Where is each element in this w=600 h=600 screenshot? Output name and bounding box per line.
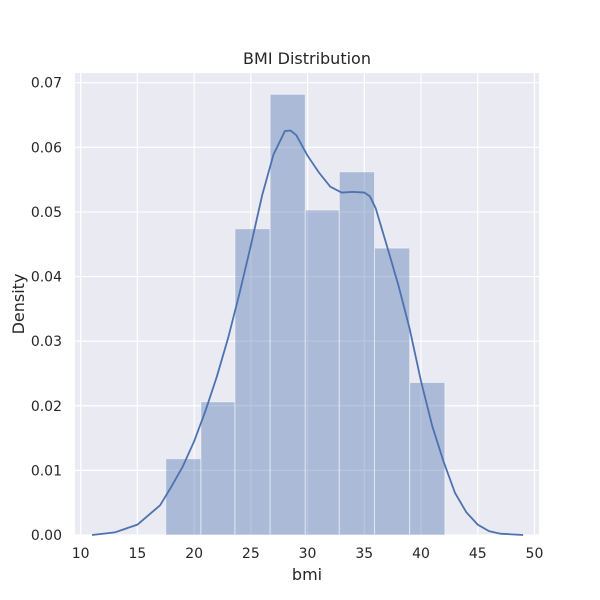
- x-tick-label: 40: [412, 546, 430, 562]
- x-tick-label: 15: [128, 546, 146, 562]
- y-tick-label: 0.06: [31, 140, 62, 156]
- histogram-bar: [338, 171, 376, 536]
- x-tick-label: 45: [469, 546, 487, 562]
- histogram-bars: [165, 93, 446, 536]
- y-tick-label: 0.00: [31, 528, 62, 544]
- chart-title: BMI Distribution: [243, 49, 371, 68]
- x-tick-label: 20: [185, 546, 203, 562]
- kde-curve: [91, 129, 524, 536]
- x-axis-label: bmi: [292, 565, 322, 584]
- histogram-bar: [200, 401, 236, 536]
- y-tick-label: 0.07: [31, 76, 62, 92]
- x-tick-label: 35: [355, 546, 373, 562]
- y-tick-label: 0.03: [31, 334, 62, 350]
- y-axis-ticks: 0.00 0.01 0.02 0.03 0.04 0.05 0.06 0.07: [31, 76, 62, 544]
- x-tick-label: 10: [72, 546, 90, 562]
- x-tick-label: 25: [242, 546, 260, 562]
- y-tick-label: 0.04: [31, 270, 62, 286]
- y-tick-label: 0.05: [31, 205, 62, 221]
- y-tick-label: 0.01: [31, 463, 62, 479]
- y-tick-label: 0.02: [31, 399, 62, 415]
- y-axis-label: Density: [9, 274, 28, 335]
- histogram-bar: [234, 228, 271, 536]
- x-tick-label: 50: [526, 546, 544, 562]
- histogram-bar: [165, 458, 202, 536]
- histogram-bar: [304, 209, 340, 536]
- x-tick-label: 30: [299, 546, 317, 562]
- histogram-bar: [269, 93, 306, 536]
- x-axis-ticks: 10 15 20 25 30 35 40 45 50: [72, 546, 544, 562]
- histogram-bar: [374, 247, 411, 536]
